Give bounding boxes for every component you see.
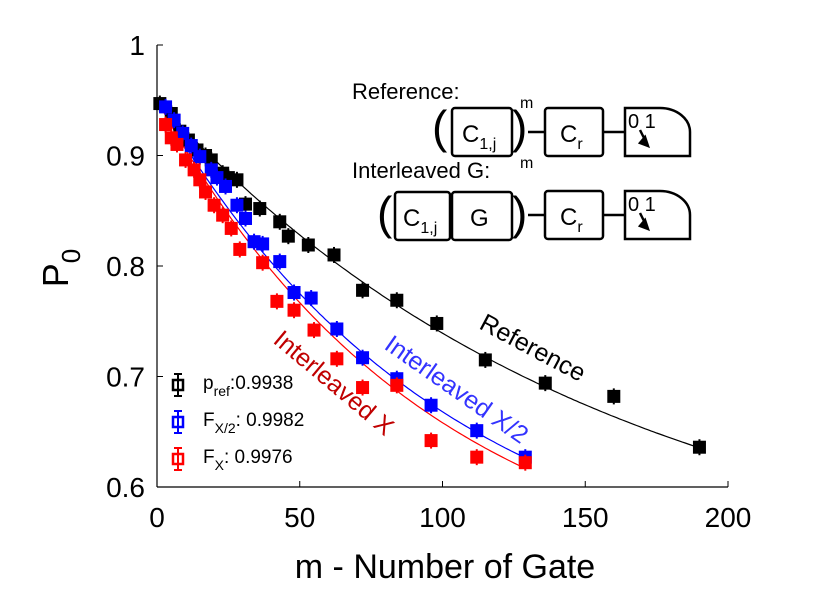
y-tick-label: 1 <box>129 30 145 61</box>
data-point <box>219 178 233 195</box>
data-point <box>330 320 344 337</box>
y-tick-label: 0.8 <box>106 251 145 282</box>
data-point <box>233 241 247 258</box>
data-point <box>470 449 484 466</box>
x-axis-label: m - Number of Gate <box>295 548 595 586</box>
axes: 0 50 100 150 200 0.6 0.7 0.8 0.9 1 <box>106 30 751 533</box>
y-tick-label: 0.7 <box>106 362 145 393</box>
legend-entry: FX: 0.9976 <box>171 447 293 473</box>
data-point <box>390 292 404 309</box>
interleaved-title: Interleaved G: <box>352 158 490 183</box>
svg-text:P0: P0 <box>35 249 86 287</box>
data-point <box>193 171 207 188</box>
data-point <box>273 253 287 270</box>
y-tick-label: 0.9 <box>106 141 145 172</box>
data-point <box>307 322 321 339</box>
y-axis-label: P0 <box>35 249 86 287</box>
data-point <box>287 302 301 319</box>
data-point <box>327 246 341 263</box>
y-tick-label: 0.6 <box>106 472 145 503</box>
circuit-inset: Reference: ( C1,j ) m Cr 0 1 Interleaved… <box>352 79 692 242</box>
meter-icon <box>623 106 692 158</box>
x-tick-label: 200 <box>705 502 752 533</box>
data-point <box>692 439 706 456</box>
svg-text:FX: 0.9976: FX: 0.9976 <box>203 447 293 473</box>
data-point <box>470 422 484 439</box>
data-point <box>301 237 315 254</box>
data-point <box>518 454 532 471</box>
data-point <box>230 171 244 188</box>
legend: pref:0.9938 FX/2: 0.9982 FX: 0.9976 <box>171 373 304 473</box>
data-point <box>199 183 213 200</box>
x-tick-label: 150 <box>562 502 609 533</box>
x-tick-label: 50 <box>284 502 315 533</box>
data-point <box>390 377 404 394</box>
svg-text:C1,j: C1,j <box>462 121 496 153</box>
legend-entry: pref:0.9938 <box>171 373 293 399</box>
data-point <box>184 137 198 154</box>
data-point <box>478 351 492 368</box>
data-point <box>607 388 621 405</box>
data-point <box>273 213 287 230</box>
svg-text:(: ( <box>377 187 393 239</box>
data-point <box>256 254 270 271</box>
svg-text:Cr: Cr <box>560 121 583 153</box>
reference-title: Reference: <box>352 79 460 104</box>
data-point <box>287 284 301 301</box>
svg-text:m: m <box>520 155 533 172</box>
svg-text:(: ( <box>432 101 448 153</box>
x-tick-label: 0 <box>149 502 165 533</box>
svg-text:G: G <box>470 205 489 232</box>
data-point <box>304 290 318 307</box>
data-point <box>270 293 284 310</box>
x-tick-label: 100 <box>419 502 466 533</box>
data-point <box>253 200 267 217</box>
data-point <box>356 282 370 299</box>
reference-curve-label: Reference <box>475 309 590 388</box>
data-point <box>193 148 207 165</box>
data-point <box>330 350 344 367</box>
gate-g-box <box>450 190 514 242</box>
data-point <box>159 116 173 133</box>
data-point <box>159 98 173 115</box>
svg-text:m: m <box>520 95 533 112</box>
svg-text:Cr: Cr <box>560 204 583 236</box>
svg-text:pref:0.9938: pref:0.9938 <box>203 373 293 399</box>
data-point <box>538 375 552 392</box>
data-point <box>430 315 444 332</box>
svg-text:0 1: 0 1 <box>628 111 656 133</box>
data-point <box>424 397 438 414</box>
legend-entry: FX/2: 0.9982 <box>171 410 304 436</box>
data-point <box>281 228 295 245</box>
data-point <box>207 197 221 214</box>
svg-text:0 1: 0 1 <box>628 194 656 216</box>
data-point <box>256 235 270 252</box>
data-point <box>356 379 370 396</box>
svg-text:): ) <box>512 101 527 153</box>
svg-text:FX/2: 0.9982: FX/2: 0.9982 <box>203 410 304 436</box>
data-point <box>179 151 193 168</box>
data-points <box>153 95 706 471</box>
gate-c1j-box <box>450 106 514 158</box>
data-point <box>170 136 184 153</box>
data-point <box>230 197 244 214</box>
fit-line-0 <box>156 99 700 449</box>
data-point <box>356 349 370 366</box>
data-point <box>239 210 253 227</box>
data-point <box>224 220 238 237</box>
svg-text:C1,j: C1,j <box>403 205 437 237</box>
svg-text:): ) <box>512 187 527 239</box>
data-point <box>216 207 230 224</box>
data-point <box>424 432 438 449</box>
